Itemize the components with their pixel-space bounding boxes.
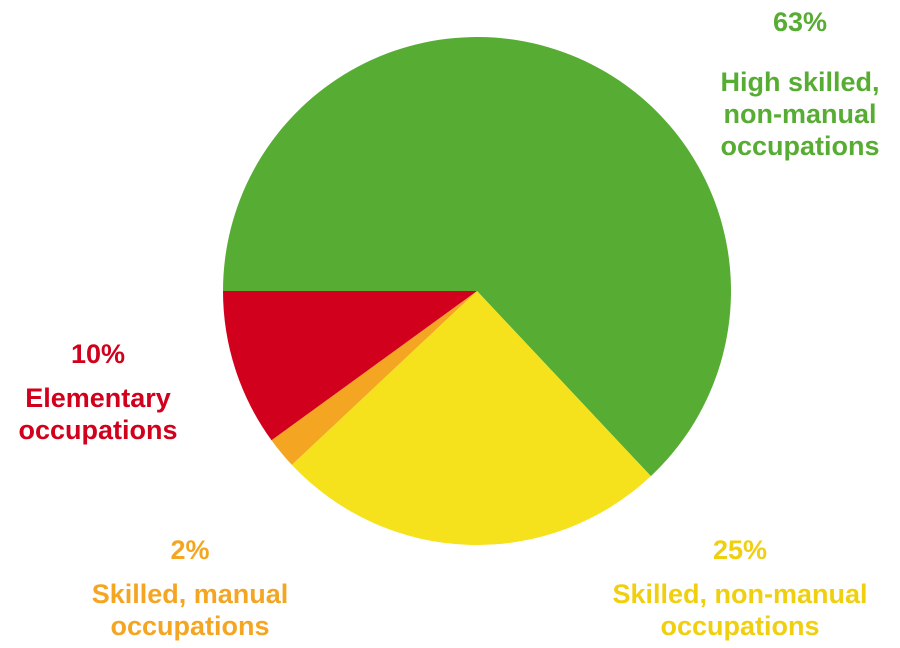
pie-slice-high-skilled [223, 36, 732, 477]
slice-label-skilled-manual-line1: Skilled, manual [91, 579, 289, 609]
slice-label-high-skilled-line2: non-manual [723, 99, 877, 129]
percent-label-elementary: 10% [70, 339, 126, 369]
callout-high-skilled: 63% High skilled, non-manual occupations [700, 6, 900, 162]
percent-label-skilled-non-manual: 25% [712, 535, 768, 565]
slice-label-high-skilled-line3: occupations [720, 131, 880, 161]
callout-skilled-non-manual: 25% Skilled, non-manual occupations [590, 534, 890, 642]
pie-slice-skilled-non-manual [291, 291, 651, 545]
pie-slice-skilled-manual [271, 291, 477, 465]
pie-slice-elementary [223, 291, 477, 441]
slice-label-high-skilled-line1: High skilled, [720, 67, 880, 97]
callout-skilled-manual: 2% Skilled, manual occupations [70, 534, 310, 642]
percent-label-skilled-manual: 2% [170, 535, 210, 565]
slice-label-skilled-non-manual-line1: Skilled, non-manual [612, 579, 868, 609]
callout-elementary: 10% Elementary occupations [8, 338, 188, 446]
slice-label-elementary-line1: Elementary [25, 383, 171, 413]
percent-label-high-skilled: 63% [772, 7, 828, 37]
slice-label-skilled-non-manual-line2: occupations [660, 611, 820, 641]
slice-label-elementary-line2: occupations [18, 415, 178, 445]
slice-label-skilled-manual-line2: occupations [110, 611, 270, 641]
